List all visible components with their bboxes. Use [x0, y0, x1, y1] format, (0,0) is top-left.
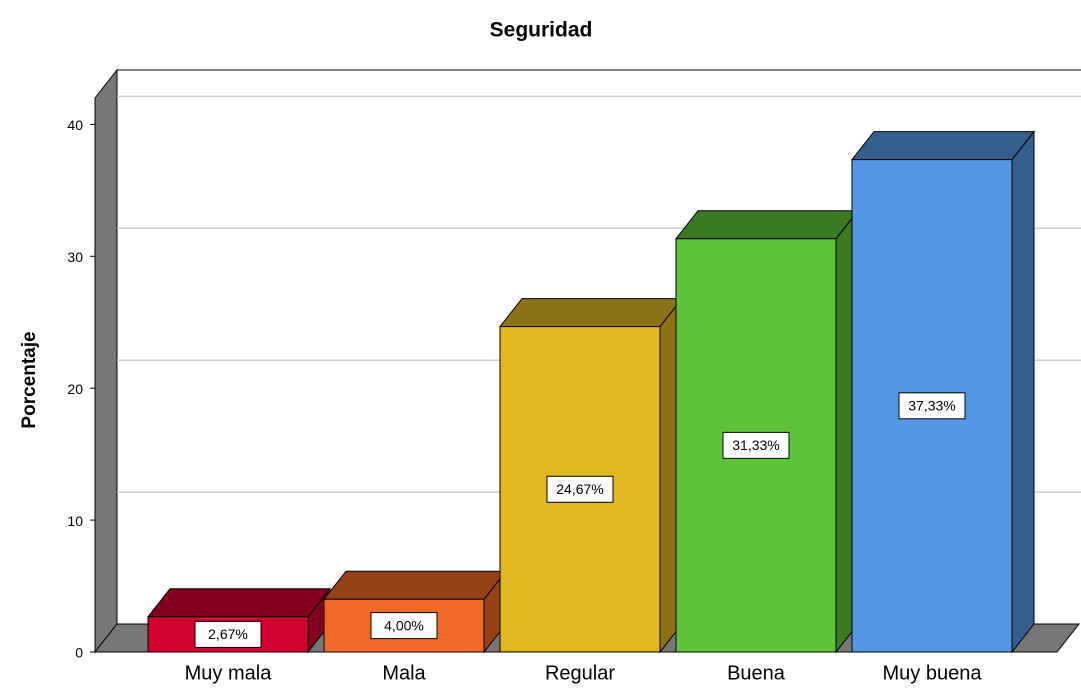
value-label: 37,33%	[908, 398, 955, 414]
chart-title: Seguridad	[490, 19, 593, 42]
bar-side	[1011, 130, 1035, 654]
y-tick-label: 10	[67, 513, 83, 529]
value-label: 4,00%	[384, 617, 424, 633]
value-label: 31,33%	[732, 437, 779, 453]
bar	[323, 598, 485, 653]
value-label-box	[898, 392, 966, 420]
value-label: 24,67%	[556, 481, 603, 497]
bar-top	[146, 588, 332, 618]
x-tick-label: Buena	[727, 662, 786, 684]
y-tick-label: 20	[67, 381, 83, 397]
y-tick-label: 30	[67, 249, 83, 265]
y-tick-label: 40	[67, 117, 83, 133]
x-tick-label: Muy buena	[883, 662, 983, 684]
bar-top	[322, 570, 508, 600]
value-label: 2,67%	[208, 626, 248, 642]
value-label-box	[722, 431, 790, 459]
x-tick-label: Regular	[545, 662, 615, 684]
x-tick-label: Mala	[382, 662, 426, 684]
bar-top	[850, 131, 1036, 161]
bar-top	[498, 298, 684, 328]
value-label-box	[370, 612, 438, 640]
left-wall	[94, 68, 118, 654]
y-tick-label: 0	[75, 645, 83, 661]
x-tick-label: Muy mala	[185, 662, 273, 684]
value-label-box	[194, 620, 262, 648]
value-label-box	[546, 475, 614, 503]
y-axis-label: Porcentaje	[19, 331, 40, 428]
bar-top	[674, 210, 860, 240]
